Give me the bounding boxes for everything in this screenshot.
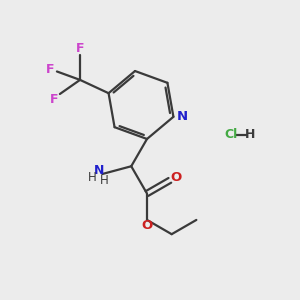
Text: F: F	[50, 93, 58, 106]
Text: F: F	[76, 42, 84, 55]
Text: H: H	[245, 128, 256, 142]
Text: N: N	[94, 164, 104, 177]
Text: F: F	[46, 63, 55, 76]
Text: Cl: Cl	[224, 128, 238, 142]
Text: O: O	[141, 219, 153, 232]
Text: H: H	[88, 171, 97, 184]
Text: H: H	[99, 173, 108, 187]
Text: O: O	[170, 171, 182, 184]
Text: N: N	[176, 110, 188, 123]
